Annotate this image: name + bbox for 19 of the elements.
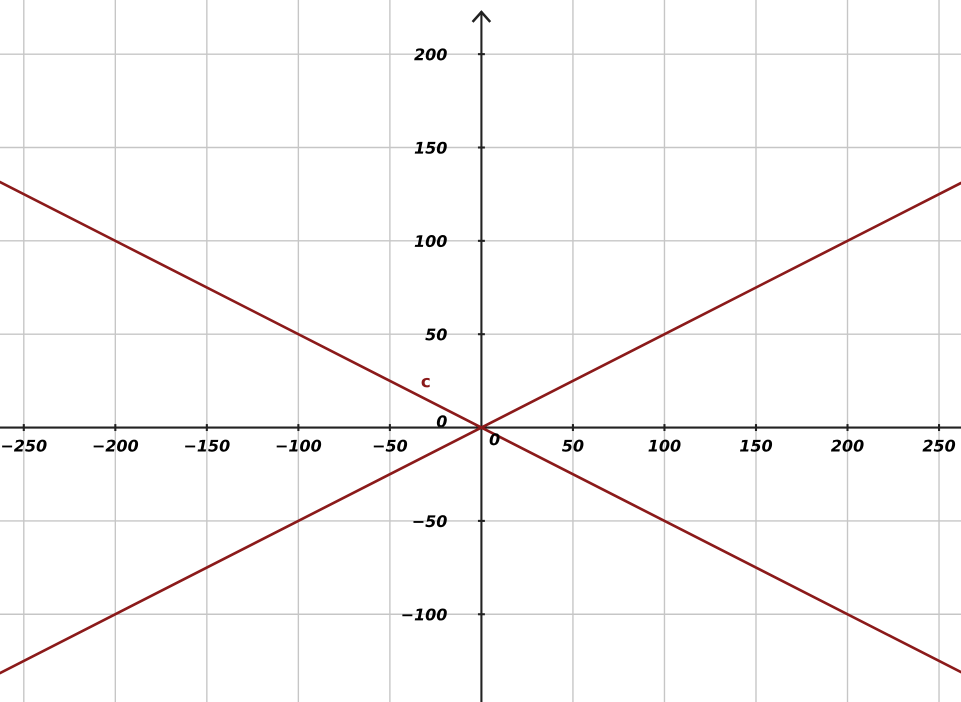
annotation: 0 [490,433,500,446]
y-tick-label: 100 [414,235,447,248]
y-tick-label: −50 [413,515,447,528]
x-tick-label: 150 [740,440,772,452]
y-tick-label: 200 [414,48,447,60]
x-tick-label: −50 [374,440,408,452]
x-tick-label: −100 [276,440,322,452]
x-tick-label: 250 [922,440,956,452]
x-tick-label: 100 [648,440,681,452]
y-tick-label: 150 [414,142,447,154]
y-tick-label: −100 [402,608,447,621]
y-tick-label: 0 [436,415,447,428]
y-tick-label: 50 [425,328,447,340]
x-tick-label: 50 [562,440,584,452]
x-tick-label: −150 [185,440,230,452]
x-tick-label: −200 [94,440,138,452]
x-tick-label: −250 [2,440,47,452]
series-label: c [422,378,430,388]
x-tick-label: 200 [830,440,864,452]
